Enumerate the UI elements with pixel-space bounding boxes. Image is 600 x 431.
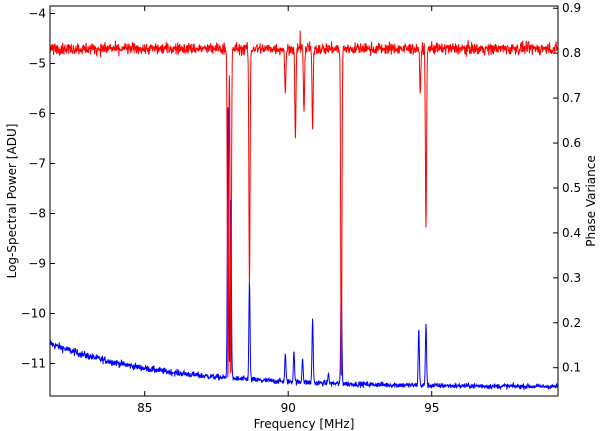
y-tick-label-right: 0.1 (562, 361, 581, 375)
y-tick-label-left: −7 (28, 157, 46, 171)
series-line-phase-variance (50, 30, 558, 378)
x-tick-label: 90 (281, 401, 296, 415)
y-axis-label-left: Log-Spectral Power [ADU] (5, 124, 19, 279)
y-tick-label-right: 0.6 (562, 136, 581, 150)
y-tick-label-right: 0.9 (562, 1, 581, 15)
x-tick-label: 85 (137, 401, 152, 415)
series-line-log-spectral-power (50, 107, 558, 390)
x-tick-label: 95 (424, 401, 439, 415)
y-axis-label-right: Phase Variance (584, 155, 598, 246)
y-tick-label-left: −4 (28, 7, 46, 21)
y-tick-label-left: −6 (28, 107, 46, 121)
y-tick-label-left: −9 (28, 257, 46, 271)
x-axis-label: Frequency [MHz] (254, 417, 355, 431)
y-tick-label-left: −5 (28, 57, 46, 71)
y-tick-label-right: 0.5 (562, 181, 581, 195)
plot-frame (49, 5, 559, 397)
y-tick-label-right: 0.2 (562, 316, 581, 330)
y-tick-label-right: 0.3 (562, 271, 581, 285)
y-tick-label-left: −8 (28, 207, 46, 221)
series-layer (50, 30, 558, 390)
y-tick-label-right: 0.7 (562, 91, 581, 105)
y-tick-label-right: 0.8 (562, 46, 581, 60)
y-tick-label-left: −10 (21, 307, 46, 321)
ticks-layer: 85 90 95 −4 −5 −6 −7 −8 −9 −10 −11 0.1 0.2 0.3 0.4 0.5 0… (21, 1, 581, 415)
y-tick-label-left: −11 (21, 357, 46, 371)
y-tick-label-right: 0.4 (562, 226, 581, 240)
